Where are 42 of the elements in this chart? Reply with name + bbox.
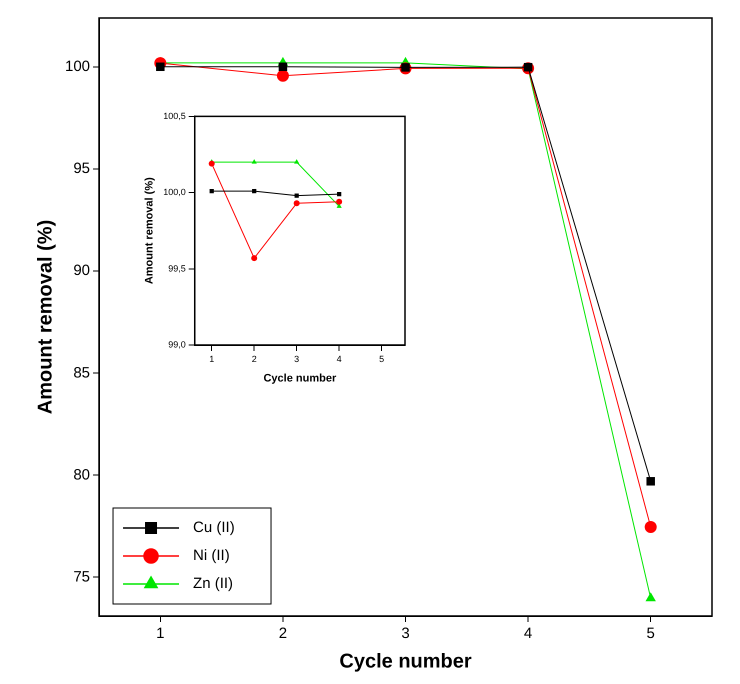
x-tick-label: 3	[294, 354, 300, 364]
y-axis-title: Amount removal (%)	[34, 220, 57, 414]
y-tick-label: 90	[73, 262, 90, 280]
x-tick-label: 5	[379, 354, 384, 364]
y-tick-label: 95	[73, 160, 90, 178]
x-axis-title: Cycle number	[263, 372, 337, 384]
point	[337, 192, 342, 196]
point	[294, 200, 300, 206]
y-tick-label: 99,0	[168, 339, 186, 350]
x-tick-label: 3	[401, 625, 410, 642]
point	[210, 188, 214, 194]
point	[294, 194, 299, 198]
legend-label: Cu (II)	[193, 519, 235, 536]
legend-label: Ni (II)	[193, 547, 230, 564]
y-tick-label: 100	[64, 58, 90, 76]
y-tick-label: 100,0	[163, 187, 186, 198]
y-tick-label: 100,5	[163, 110, 186, 121]
point	[276, 70, 289, 82]
point	[252, 159, 257, 164]
x-tick-label: 2	[278, 625, 288, 642]
x-axis-title: Cycle number	[339, 650, 472, 673]
x-tick-label: 4	[336, 354, 342, 364]
point	[644, 521, 657, 534]
point	[251, 255, 258, 262]
x-tick-label: 1	[156, 625, 164, 642]
point	[208, 160, 215, 167]
x-tick-label: 4	[524, 625, 532, 642]
point	[156, 62, 165, 72]
legend-label: Zn (II)	[193, 575, 234, 592]
x-tick-label: 5	[646, 625, 655, 642]
y-axis-title: Amount removal (%)	[144, 176, 156, 284]
x-tick-label: 2	[252, 354, 257, 364]
y-tick-label: 99,5	[168, 263, 186, 274]
point	[294, 159, 300, 164]
point	[336, 198, 342, 205]
x-tick-label: 1	[209, 354, 214, 364]
point	[252, 188, 256, 194]
y-tick-label: 80	[73, 466, 90, 484]
y-tick-label: 85	[73, 364, 90, 382]
point	[278, 62, 288, 72]
y-tick-label: 75	[73, 568, 90, 586]
point	[646, 477, 655, 486]
